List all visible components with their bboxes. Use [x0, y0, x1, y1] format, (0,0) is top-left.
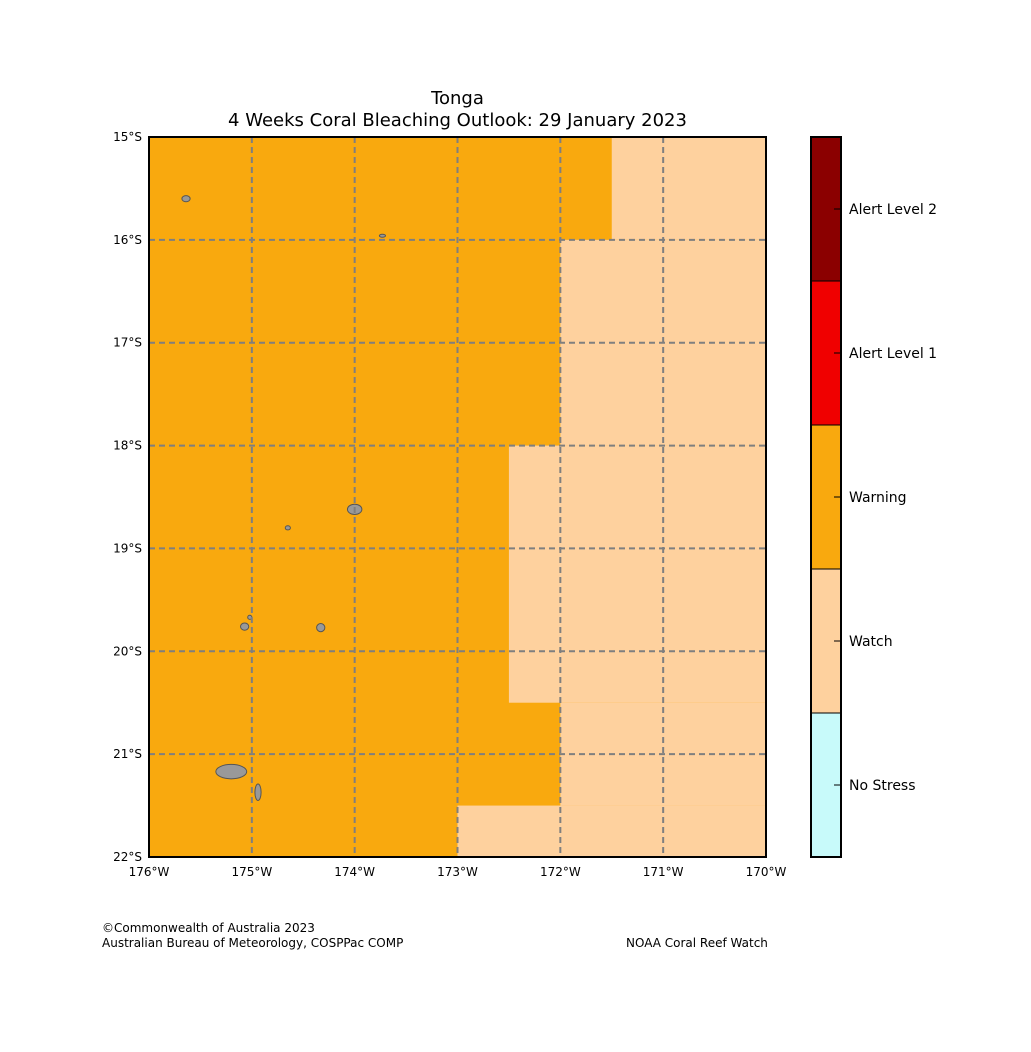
colorbar-legend: Alert Level 2 Alert Level 1 Warning Watch No… — [810, 136, 937, 858]
longitude-tick-label: 174°W — [334, 865, 375, 879]
island-shape — [240, 622, 250, 631]
island-shape — [284, 525, 291, 531]
longitude-tick-label: 173°W — [437, 865, 478, 879]
map-title: Tonga — [431, 88, 484, 109]
legend-label: Watch — [849, 634, 893, 650]
island-shape — [254, 783, 262, 801]
latitude-tick-label: 15°S — [113, 130, 142, 144]
longitude-tick-label: 171°W — [643, 865, 684, 879]
map-frame — [148, 136, 767, 858]
copyright-text: ©Commonwealth of Australia 2023 — [102, 921, 315, 935]
island-shape — [316, 623, 326, 633]
latitude-tick-label: 20°S — [113, 644, 142, 658]
partner-text: NOAA Coral Reef Watch — [626, 936, 768, 950]
island-shape — [378, 233, 387, 238]
longitude-tick-label: 176°W — [129, 865, 170, 879]
latitude-tick-label: 19°S — [113, 541, 142, 555]
legend-label: Alert Level 2 — [849, 202, 937, 218]
watch-area — [611, 137, 766, 240]
legend-label: Alert Level 1 — [849, 346, 937, 362]
footer-credits: ©Commonwealth of Australia 2023 Australi… — [102, 921, 403, 951]
agency-text: Australian Bureau of Meteorology, COSPPa… — [102, 936, 404, 950]
legend-label: No Stress — [849, 778, 916, 794]
latitude-tick-label: 17°S — [113, 336, 142, 350]
map-subtitle: 4 Weeks Coral Bleaching Outlook: 29 Janu… — [228, 110, 687, 131]
longitude-tick-label: 170°W — [746, 865, 787, 879]
island-shape — [181, 195, 191, 203]
latitude-tick-label: 21°S — [113, 747, 142, 761]
longitude-tick-label: 172°W — [540, 865, 581, 879]
legend-frame — [810, 136, 842, 858]
axis-labels: 176°W 175°W 174°W 173°W 172°W 171°W 170°W 15°S 1… — [113, 130, 786, 879]
graticule — [148, 136, 767, 858]
latitude-tick-label: 22°S — [113, 850, 142, 864]
island-shape — [215, 763, 248, 780]
legend-label: Warning — [849, 490, 907, 506]
latitude-tick-label: 18°S — [113, 439, 142, 453]
watch-area — [457, 805, 766, 857]
longitude-tick-label: 175°W — [231, 865, 272, 879]
latitude-tick-label: 16°S — [113, 233, 142, 247]
watch-area — [508, 445, 766, 703]
